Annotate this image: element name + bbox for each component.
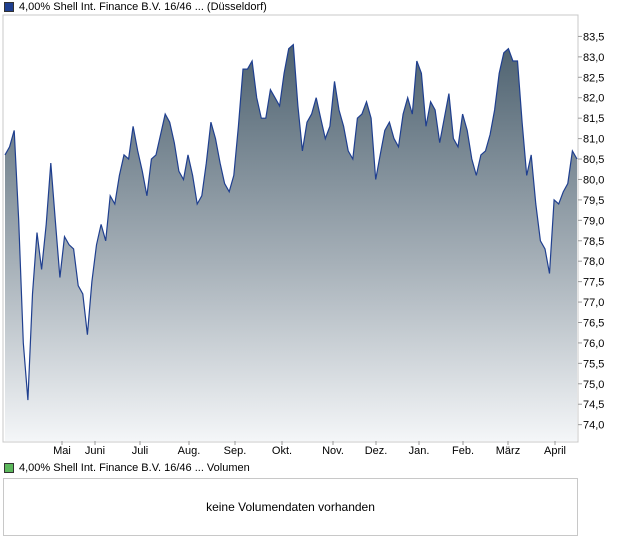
x-tick-label: Juni [85,445,105,457]
volume-panel: keine Volumendaten vorhanden [3,478,578,536]
y-tick-label: 80,5 [583,154,604,166]
volume-legend-swatch [4,463,14,473]
y-tick-label: 81,0 [583,134,604,146]
y-tick-label: 82,5 [583,72,604,84]
volume-empty-message: keine Volumendaten vorhanden [206,500,375,514]
x-tick-label: Aug. [178,445,201,457]
y-tick-label: 74,5 [583,399,604,411]
price-line [4,43,578,401]
y-tick-label: 83,5 [583,31,604,43]
price-area [5,44,577,441]
y-tick-label: 76,5 [583,317,604,329]
x-tick-label: Okt. [272,445,292,457]
volume-legend-label: 4,00% Shell Int. Finance B.V. 16/46 ... … [19,462,250,474]
y-tick-label: 80,0 [583,174,604,186]
y-tick-label: 75,5 [583,358,604,370]
price-legend: 4,00% Shell Int. Finance B.V. 16/46 ... … [4,0,267,14]
x-tick-label: März [496,445,520,457]
y-axis-ticks: 74,0 74,5 75,0 75,5 76,0 76,5 77,0 77,5 78,0 78,5… [578,31,604,432]
y-tick-label: 82,0 [583,93,604,105]
y-tick-label: 76,0 [583,338,604,350]
x-tick-label: Juli [132,445,149,457]
plot-area-frame [2,14,579,443]
x-tick-label: April [544,445,566,457]
y-tick-label: 78,5 [583,236,604,248]
price-legend-swatch [4,2,14,12]
volume-legend: 4,00% Shell Int. Finance B.V. 16/46 ... … [4,461,250,475]
y-tick-label: 83,0 [583,52,604,64]
x-axis-ticks: Mai Juni Juli Aug. Sep. Okt. Nov. Dez. Jan. Feb. M… [53,441,566,457]
y-tick-label: 75,0 [583,379,604,391]
price-chart: 74,0 74,5 75,0 75,5 76,0 76,5 77,0 77,5 78,0 78,5… [2,14,604,457]
x-tick-label: Feb. [452,445,474,457]
x-tick-label: Jan. [409,445,430,457]
y-tick-label: 74,0 [583,420,604,432]
x-tick-label: Mai [53,445,71,457]
y-tick-label: 78,0 [583,256,604,268]
y-tick-label: 81,5 [583,113,604,125]
x-tick-label: Nov. [322,445,344,457]
x-tick-label: Sep. [224,445,247,457]
y-tick-label: 77,5 [583,277,604,289]
y-tick-label: 79,0 [583,215,604,227]
y-tick-label: 79,5 [583,195,604,207]
x-tick-label: Dez. [365,445,388,457]
y-tick-label: 77,0 [583,297,604,309]
price-legend-label: 4,00% Shell Int. Finance B.V. 16/46 ... … [19,1,267,13]
